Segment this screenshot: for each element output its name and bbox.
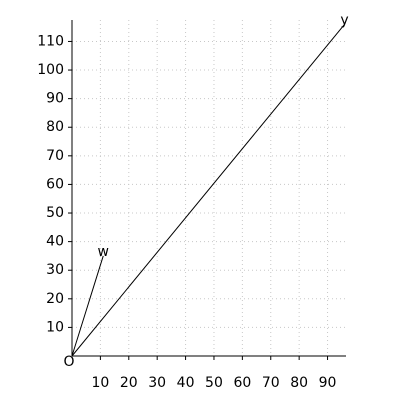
x-tick-label: 20 [120, 375, 138, 391]
y-tick-label: 50 [46, 205, 64, 221]
y-tick-label: 60 [46, 176, 64, 192]
series-line [71, 23, 345, 357]
x-tick-label: 70 [262, 375, 280, 391]
x-tick-label: 40 [177, 375, 195, 391]
x-tick-label: 50 [205, 375, 223, 391]
y-tick-label: 30 [46, 262, 64, 278]
x-tick-label: 30 [148, 375, 166, 391]
origin-label: O [63, 354, 74, 370]
y-tick-label: 90 [46, 91, 64, 107]
series-label: w [98, 244, 109, 260]
x-tick-label: 90 [319, 375, 337, 391]
y-tick-label: 70 [46, 148, 64, 164]
series-line [71, 255, 104, 357]
y-tick-label: 100 [37, 62, 64, 78]
y-tick-label: 20 [46, 291, 64, 307]
series-label: y [340, 12, 348, 28]
y-tick-label: 10 [46, 319, 64, 335]
y-tick-label: 80 [46, 119, 64, 135]
y-tick-label: 40 [46, 234, 64, 250]
x-tick-label: 60 [233, 375, 251, 391]
x-tick-label: 80 [290, 375, 308, 391]
x-tick-label: 10 [91, 375, 109, 391]
y-tick-label: 110 [37, 33, 64, 49]
